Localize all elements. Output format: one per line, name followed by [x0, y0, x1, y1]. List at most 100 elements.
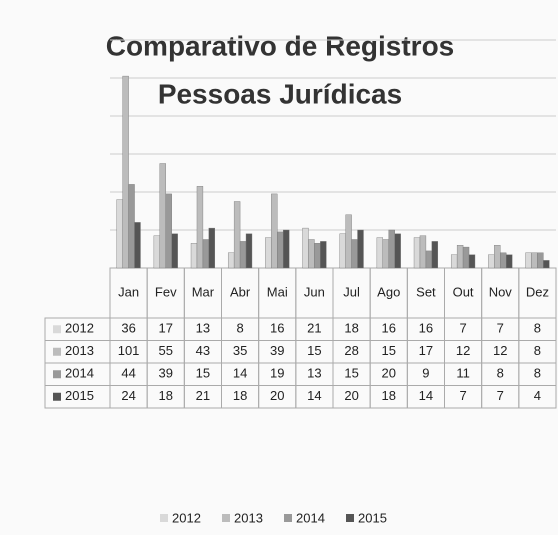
- table-value: 7: [459, 321, 466, 336]
- bar: [505, 254, 513, 269]
- bar: [525, 252, 532, 269]
- bar: [456, 244, 464, 269]
- chart-subtitle: Pessoas Jurídicas: [158, 78, 402, 109]
- bar: [196, 186, 204, 269]
- bar: [208, 227, 216, 269]
- legend-key: [222, 514, 230, 522]
- table-value: 20: [344, 388, 358, 403]
- table-value: 21: [196, 388, 210, 403]
- table-value: 101: [118, 343, 140, 358]
- bar: [265, 237, 272, 269]
- bar: [122, 75, 129, 269]
- table-value: 44: [121, 366, 135, 381]
- bar: [394, 233, 401, 269]
- legend-label: 2013: [234, 510, 263, 525]
- bar: [531, 252, 538, 269]
- x-tick-label: Mai: [267, 284, 288, 299]
- legend-key: [53, 325, 61, 334]
- table-value: 14: [233, 366, 247, 381]
- table-value: 28: [344, 343, 358, 358]
- legend-key: [53, 392, 61, 401]
- bar: [245, 233, 253, 269]
- bar: [413, 237, 421, 269]
- legend-label: 2012: [172, 510, 201, 525]
- x-tick-label: Jul: [343, 284, 360, 299]
- bar: [320, 241, 327, 269]
- bar: [462, 246, 470, 269]
- bar: [227, 252, 235, 269]
- legend-label: 2015: [358, 510, 387, 525]
- table-value: 43: [196, 343, 210, 358]
- table-value: 15: [307, 343, 321, 358]
- row-label: 2013: [65, 343, 94, 358]
- table-value: 20: [382, 366, 396, 381]
- table-value: 13: [196, 321, 210, 336]
- table-value: 7: [459, 388, 466, 403]
- table-value: 8: [534, 366, 541, 381]
- bar: [537, 252, 544, 269]
- legend-label: 2014: [296, 510, 325, 525]
- bar: [357, 229, 364, 269]
- table-value: 12: [456, 343, 470, 358]
- x-tick-label: Fev: [155, 284, 177, 299]
- bar: [388, 229, 395, 269]
- legend-key: [53, 370, 61, 379]
- table-value: 39: [270, 343, 284, 358]
- table-value: 7: [497, 388, 504, 403]
- table-value: 15: [196, 366, 210, 381]
- table-value: 18: [344, 321, 358, 336]
- bar: [190, 243, 198, 269]
- table-value: 24: [121, 388, 135, 403]
- table-value: 19: [270, 366, 284, 381]
- x-tick-label: Set: [416, 284, 436, 299]
- table-value: 8: [534, 321, 541, 336]
- legend-key: [346, 514, 354, 522]
- table-value: 18: [159, 388, 173, 403]
- x-tick-label: Mar: [192, 284, 215, 299]
- table-value: 18: [382, 388, 396, 403]
- bar: [202, 239, 210, 269]
- bar: [425, 250, 433, 269]
- bar: [239, 241, 247, 269]
- table-value: 14: [307, 388, 321, 403]
- table-value: 8: [497, 366, 504, 381]
- table-value: 16: [382, 321, 396, 336]
- bar: [128, 184, 135, 269]
- bar: [494, 244, 501, 269]
- row-label: 2015: [65, 388, 94, 403]
- bar: [302, 227, 309, 269]
- table-value: 8: [534, 343, 541, 358]
- table-value: 15: [344, 366, 358, 381]
- bar: [488, 254, 495, 269]
- table-value: 17: [159, 321, 173, 336]
- bar: [351, 239, 358, 269]
- table-value: 15: [382, 343, 396, 358]
- table-value: 12: [493, 343, 507, 358]
- table-value: 55: [159, 343, 173, 358]
- legend-key: [160, 514, 168, 522]
- bar: [339, 233, 346, 269]
- row-label: 2012: [65, 321, 94, 336]
- table-value: 13: [307, 366, 321, 381]
- table-value: 20: [270, 388, 284, 403]
- table-value: 8: [236, 321, 243, 336]
- bar: [450, 254, 458, 269]
- bar: [171, 233, 178, 269]
- bar: [165, 193, 172, 269]
- table-value: 35: [233, 343, 247, 358]
- table-value: 7: [497, 321, 504, 336]
- table-value: 14: [419, 388, 433, 403]
- bar: [134, 222, 141, 269]
- bar: [314, 243, 321, 269]
- table-value: 36: [121, 321, 135, 336]
- bar: [282, 229, 290, 269]
- x-tick-label: Dez: [526, 284, 549, 299]
- bar: [431, 241, 439, 269]
- bar: [500, 252, 507, 269]
- row-label: 2014: [65, 366, 94, 381]
- x-tick-label: Jan: [118, 284, 139, 299]
- bar: [419, 235, 427, 269]
- x-tick-label: Abr: [230, 284, 251, 299]
- table-value: 16: [270, 321, 284, 336]
